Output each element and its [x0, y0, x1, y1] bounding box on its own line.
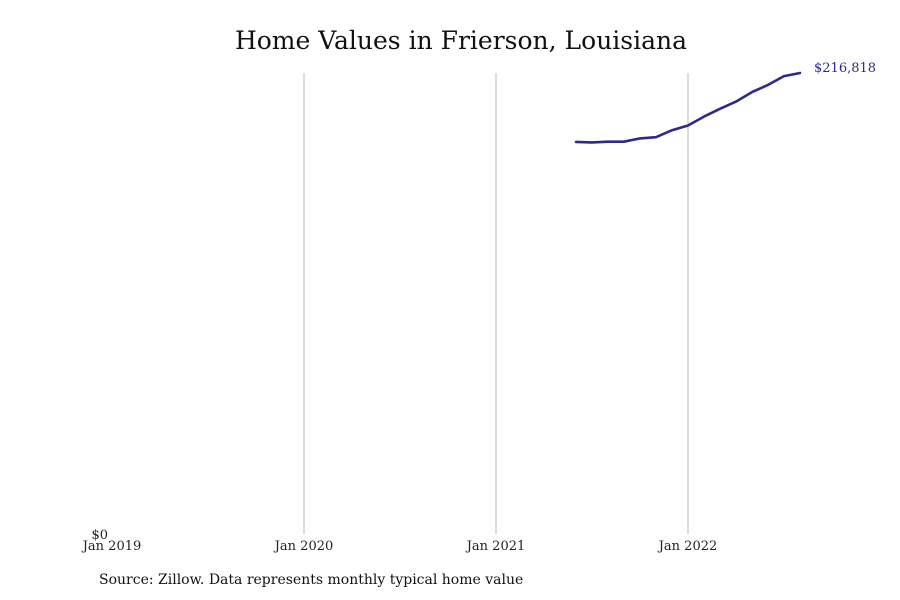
x-tick-label: Jan 2019: [81, 539, 142, 554]
x-tick-label: Jan 2022: [657, 539, 718, 554]
source-note: Source: Zillow. Data represents monthly …: [99, 572, 524, 588]
x-tick-label: Jan 2020: [273, 539, 334, 554]
chart-title: Home Values in Frierson, Louisiana: [234, 26, 688, 55]
y-tick-label: $0: [91, 528, 108, 543]
end-value-label: $216,818: [814, 61, 876, 76]
x-tick-label: Jan 2021: [465, 539, 526, 554]
series-line: [574, 71, 802, 144]
